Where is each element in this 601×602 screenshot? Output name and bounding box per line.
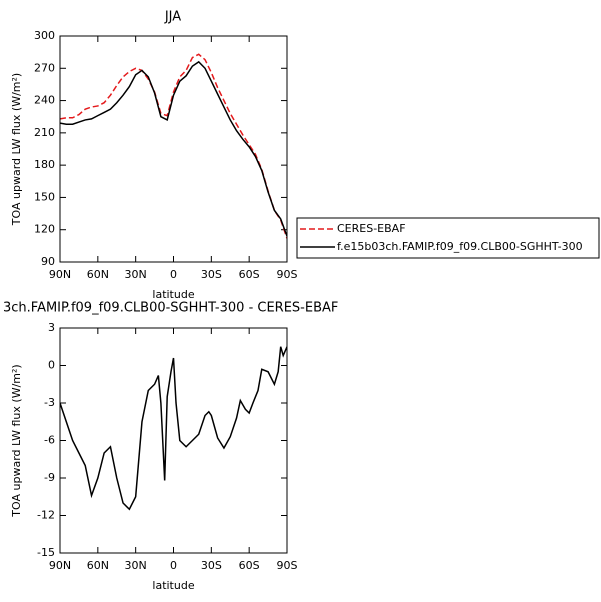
y-tick-label: 150 [34, 190, 55, 203]
y-axis-label: TOA upward LW flux (W/m²) [10, 364, 23, 517]
y-tick-label: -9 [44, 471, 55, 484]
y-tick-label: 120 [34, 223, 55, 236]
y-tick-label: 210 [34, 126, 55, 139]
chart-title: 3ch.FAMIP.f09_f09.CLB00-SGHHT-300 - CERE… [3, 301, 338, 316]
x-tick-label: 60S [239, 268, 260, 281]
y-tick-label: -12 [37, 509, 55, 522]
y-tick-label: 3 [48, 321, 55, 334]
y-axis-label: TOA upward LW flux (W/m²) [10, 73, 23, 226]
x-tick-label: 0 [170, 559, 177, 572]
x-tick-label: 60S [239, 559, 260, 572]
x-tick-label: 60N [87, 559, 109, 572]
data-line [60, 346, 287, 511]
x-axis-label: latitude [152, 288, 194, 301]
x-tick-label: 90S [277, 268, 298, 281]
x-tick-label: 60N [87, 268, 109, 281]
x-axis-label: latitude [152, 579, 194, 592]
plot-frame [59, 35, 288, 263]
x-tick-label: 90N [49, 559, 71, 572]
y-tick-label: 0 [48, 359, 55, 372]
y-tick-label: 240 [34, 94, 55, 107]
chart-title: JJA [164, 10, 181, 25]
y-tick-label: 180 [34, 158, 55, 171]
data-line [60, 60, 287, 237]
x-tick-label: 0 [170, 268, 177, 281]
x-tick-label: 90N [49, 268, 71, 281]
y-tick-label: 270 [34, 61, 55, 74]
legend-box [296, 217, 600, 259]
x-tick-label: 30S [201, 268, 222, 281]
y-tick-label: 300 [34, 29, 55, 42]
x-tick-label: 30N [125, 268, 147, 281]
x-tick-label: 30S [201, 559, 222, 572]
y-tick-label: 90 [41, 255, 55, 268]
x-tick-label: 30N [125, 559, 147, 572]
plot-frame [59, 327, 288, 554]
data-line [60, 53, 287, 239]
y-tick-label: -6 [44, 434, 55, 447]
y-tick-label: -15 [37, 546, 55, 559]
x-tick-label: 90S [277, 559, 298, 572]
legend-label: f.e15b03ch.FAMIP.f09_f09.CLB00-SGHHT-300 [337, 240, 583, 253]
legend-label: CERES-EBAF [337, 222, 406, 235]
y-tick-label: -3 [44, 396, 55, 409]
